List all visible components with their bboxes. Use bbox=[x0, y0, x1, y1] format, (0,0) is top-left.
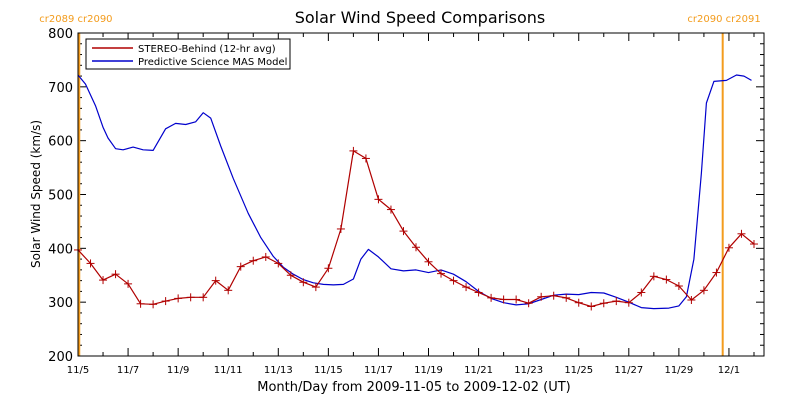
stereo-behind-point bbox=[386, 205, 395, 214]
stereo-behind-point bbox=[612, 297, 621, 306]
stereo-behind-point bbox=[562, 293, 571, 302]
y-tick-label: 200 bbox=[48, 350, 73, 365]
stereo-behind-point bbox=[737, 229, 746, 238]
y-tick-label: 500 bbox=[48, 189, 73, 204]
y-tick-label: 700 bbox=[48, 81, 73, 96]
y-tick-label: 600 bbox=[48, 135, 73, 150]
stereo-behind-point bbox=[336, 224, 345, 233]
chart-title: Solar Wind Speed Comparisons bbox=[295, 8, 546, 27]
stereo-behind-point bbox=[649, 272, 658, 281]
stereo-behind-point bbox=[487, 293, 496, 302]
carrington-marker-label: cr2089 cr2090 bbox=[39, 14, 112, 25]
stereo-behind-point bbox=[211, 276, 220, 285]
legend-label-stereo: STEREO-Behind (12-hr avg) bbox=[138, 44, 276, 55]
stereo-behind-point bbox=[424, 257, 433, 266]
stereo-behind-point bbox=[549, 291, 558, 300]
stereo-behind-point bbox=[86, 259, 95, 268]
stereo-behind-point bbox=[599, 299, 608, 308]
stereo-behind-point bbox=[699, 286, 708, 295]
x-tick-label: 11/29 bbox=[664, 365, 693, 376]
y-axis-label: Solar Wind Speed (km/s) bbox=[29, 120, 43, 268]
stereo-behind-point bbox=[724, 243, 733, 252]
stereo-behind-point bbox=[749, 240, 758, 249]
series-layer bbox=[74, 74, 758, 311]
x-tick-label: 11/27 bbox=[614, 365, 643, 376]
axes-layer: 200 300 400 500 600 700 800 11/5 11/7 11/9 11/11 11… bbox=[48, 27, 764, 376]
stereo-behind-point bbox=[274, 259, 283, 268]
mas-model-line bbox=[77, 74, 752, 310]
stereo-behind-point bbox=[174, 294, 183, 303]
stereo-behind-point bbox=[311, 283, 320, 292]
stereo-behind-point bbox=[349, 146, 358, 155]
stereo-behind-point bbox=[524, 299, 533, 308]
stereo-behind-point bbox=[161, 297, 170, 306]
stereo-behind-point bbox=[449, 276, 458, 285]
stereo-behind-point bbox=[236, 262, 245, 271]
stereo-behind-point bbox=[374, 195, 383, 204]
x-tick-label: 12/1 bbox=[718, 365, 740, 376]
x-tick-label: 11/9 bbox=[167, 365, 189, 376]
stereo-behind-point bbox=[674, 282, 683, 291]
x-axis-label: Month/Day from 2009-11-05 to 2009-12-02 … bbox=[257, 380, 570, 395]
carrington-marker-layer: cr2089 cr2090 cr2090 cr2091 bbox=[39, 14, 761, 356]
stereo-behind-point bbox=[462, 283, 471, 292]
stereo-behind-point bbox=[574, 298, 583, 307]
stereo-behind-point bbox=[624, 298, 633, 307]
x-tick-label: 11/5 bbox=[67, 365, 89, 376]
stereo-behind-point bbox=[299, 278, 308, 287]
stereo-behind-point bbox=[124, 279, 133, 288]
stereo-behind-point bbox=[637, 288, 646, 297]
legend-box bbox=[85, 38, 291, 70]
x-tick-label: 11/25 bbox=[564, 365, 593, 376]
legend: STEREO-Behind (12-hr avg) Predictive Sci… bbox=[85, 38, 291, 70]
y-tick-label: 400 bbox=[48, 242, 73, 257]
stereo-behind-point bbox=[437, 269, 446, 278]
x-tick-label: 11/21 bbox=[464, 365, 493, 376]
stereo-behind-point bbox=[662, 275, 671, 284]
stereo-behind-line bbox=[77, 150, 755, 308]
stereo-behind-point bbox=[399, 227, 408, 236]
stereo-behind-point bbox=[261, 252, 270, 261]
stereo-behind-point bbox=[99, 276, 108, 285]
stereo-behind-point bbox=[111, 270, 120, 279]
stereo-behind-point bbox=[286, 271, 295, 280]
carrington-marker-label: cr2090 cr2091 bbox=[687, 14, 760, 25]
stereo-behind-point bbox=[186, 293, 195, 302]
stereo-behind-point bbox=[411, 243, 420, 252]
stereo-behind-point bbox=[249, 256, 258, 265]
x-tick-label: 11/17 bbox=[364, 365, 393, 376]
stereo-behind-point bbox=[512, 295, 521, 304]
x-tick-label: 11/19 bbox=[414, 365, 443, 376]
y-tick-label: 300 bbox=[48, 296, 73, 311]
stereo-behind-point bbox=[361, 154, 370, 163]
stereo-behind-point bbox=[474, 288, 483, 297]
stereo-behind-point bbox=[149, 300, 158, 309]
plot-frame bbox=[77, 32, 765, 357]
y-tick-label: 800 bbox=[48, 27, 73, 42]
stereo-behind-point bbox=[499, 295, 508, 304]
stereo-behind-point bbox=[587, 302, 596, 311]
x-tick-label: 11/23 bbox=[514, 365, 543, 376]
x-tick-label: 11/11 bbox=[214, 365, 243, 376]
stereo-behind-point bbox=[537, 292, 546, 301]
stereo-behind-point bbox=[224, 286, 233, 295]
x-tick-label: 11/7 bbox=[117, 365, 139, 376]
x-tick-label: 11/15 bbox=[314, 365, 343, 376]
stereo-behind-point bbox=[136, 299, 145, 308]
stereo-behind-point bbox=[687, 296, 696, 305]
legend-label-mas: Predictive Science MAS Model bbox=[138, 57, 287, 68]
stereo-behind-point bbox=[324, 264, 333, 273]
stereo-behind-point bbox=[712, 268, 721, 277]
x-tick-label: 11/13 bbox=[264, 365, 293, 376]
stereo-behind-point bbox=[199, 293, 208, 302]
